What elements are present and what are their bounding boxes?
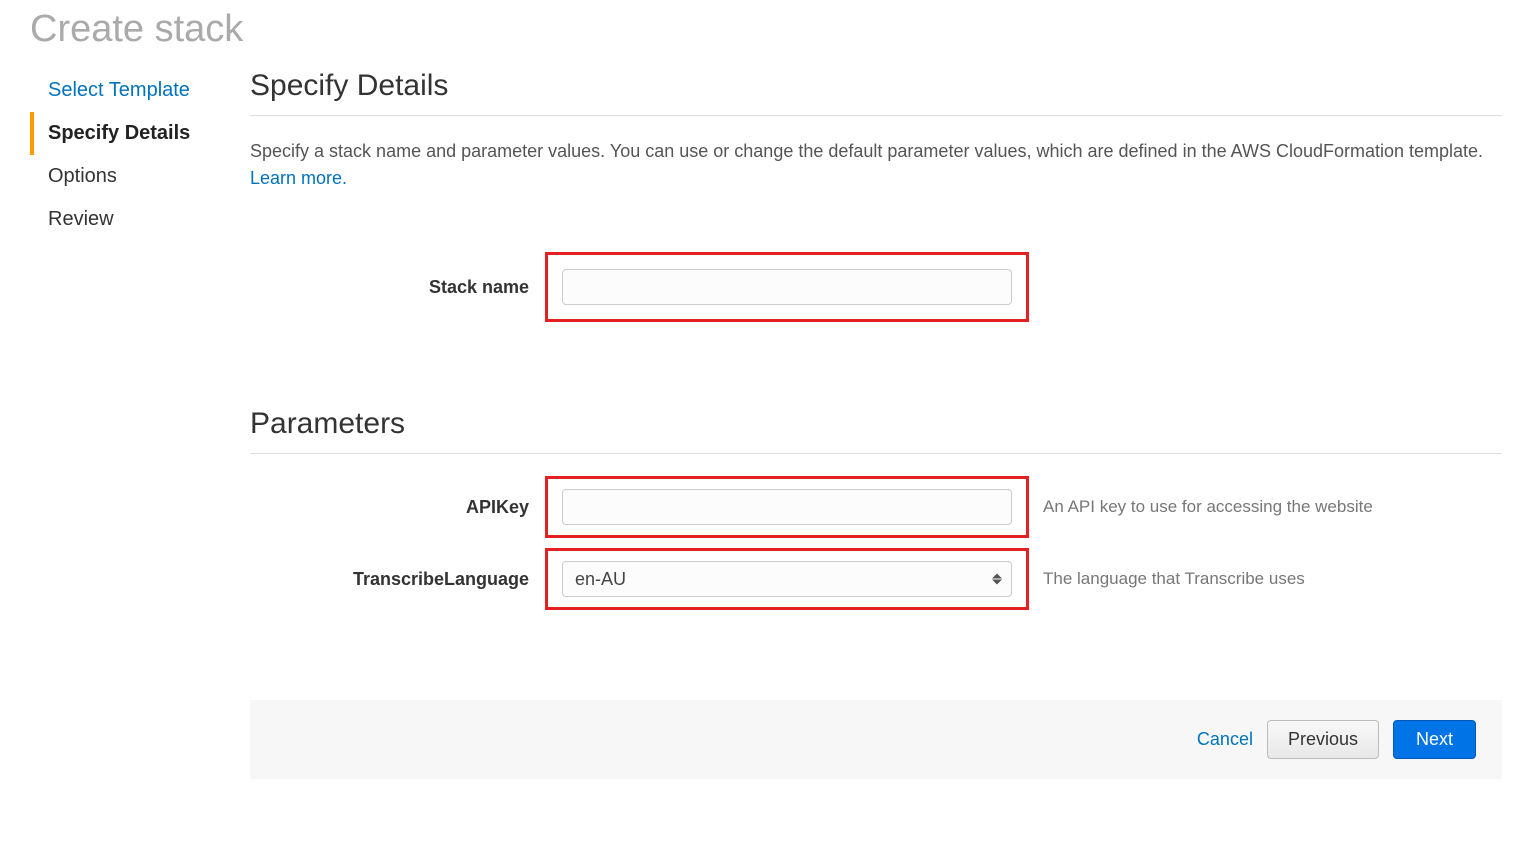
main-content: Specify Details Specify a stack name and… — [250, 69, 1502, 779]
transcribe-language-label: TranscribeLanguage — [250, 569, 545, 590]
sidebar-item-select-template[interactable]: Select Template — [30, 69, 230, 112]
stack-name-highlight — [545, 252, 1029, 322]
sidebar-item-review[interactable]: Review — [30, 198, 230, 241]
description-text: Specify a stack name and parameter value… — [250, 141, 1483, 161]
stack-name-input[interactable] — [562, 269, 1012, 305]
page-title: Create stack — [0, 0, 1532, 69]
next-button[interactable]: Next — [1393, 720, 1476, 759]
transcribe-language-hint: The language that Transcribe uses — [1043, 569, 1305, 589]
param-row-transcribe-language: TranscribeLanguage en-AU The language th… — [250, 548, 1502, 610]
sidebar-item-options[interactable]: Options — [30, 155, 230, 198]
apikey-input[interactable] — [562, 489, 1012, 525]
section-heading-parameters: Parameters — [250, 407, 1502, 454]
sidebar-item-specify-details[interactable]: Specify Details — [30, 112, 230, 155]
apikey-hint: An API key to use for accessing the webs… — [1043, 497, 1373, 517]
wizard-footer: Cancel Previous Next — [250, 700, 1502, 779]
cancel-button[interactable]: Cancel — [1197, 729, 1253, 750]
stack-name-label: Stack name — [250, 277, 545, 298]
section-description: Specify a stack name and parameter value… — [250, 138, 1502, 192]
transcribe-language-value: en-AU — [575, 569, 626, 590]
previous-button[interactable]: Previous — [1267, 720, 1379, 759]
stack-name-row: Stack name — [250, 252, 1502, 322]
learn-more-link[interactable]: Learn more. — [250, 168, 347, 188]
apikey-highlight — [545, 476, 1029, 538]
apikey-label: APIKey — [250, 497, 545, 518]
param-row-apikey: APIKey An API key to use for accessing t… — [250, 476, 1502, 538]
transcribe-language-highlight: en-AU — [545, 548, 1029, 610]
wizard-sidebar: Select Template Specify Details Options … — [30, 69, 250, 779]
transcribe-language-select[interactable]: en-AU — [562, 561, 1012, 597]
section-heading-specify-details: Specify Details — [250, 69, 1502, 116]
